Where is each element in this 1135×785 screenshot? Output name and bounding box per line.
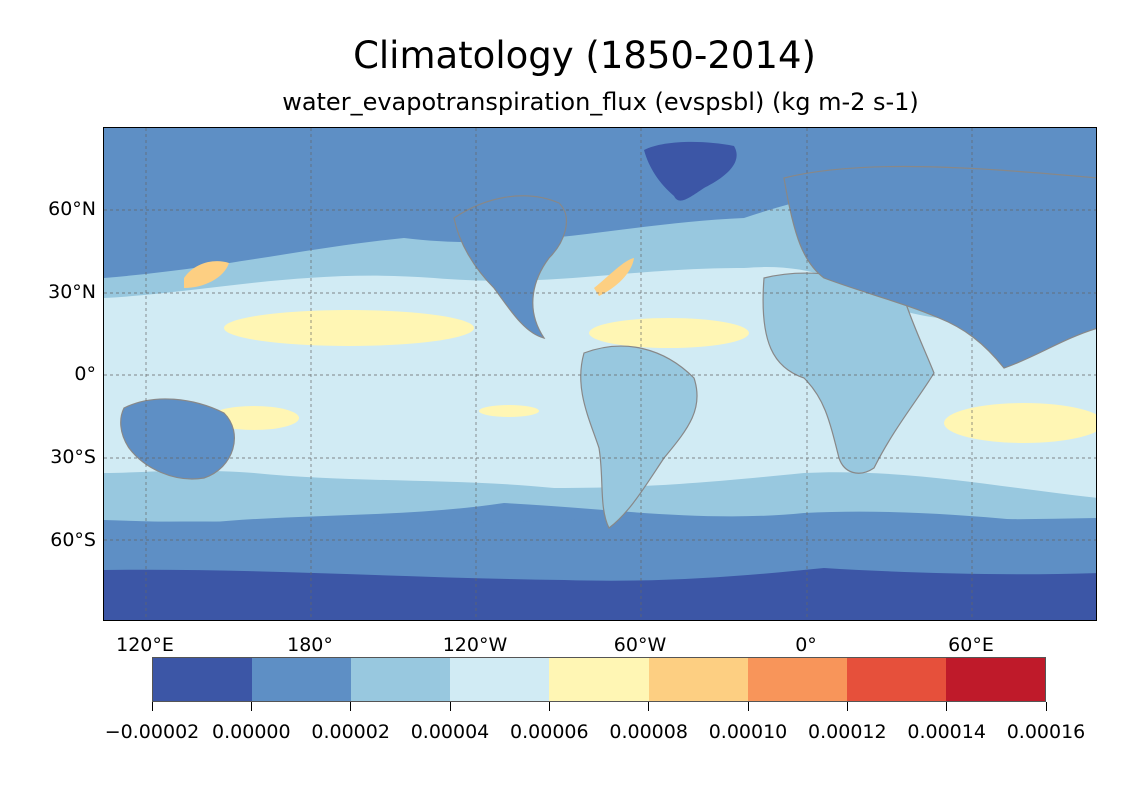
indian-ocean-patch [944,403,1096,443]
colorbar-tick-label-4: 0.00006 [510,721,589,743]
colorbar-tick-label-3: 0.00004 [410,721,490,743]
south-pacific-east-patch [479,405,539,417]
colorbar-bin-3 [450,658,550,701]
colorbar-tick-1 [250,702,252,711]
australia-landmass [120,398,235,480]
colorbar-bin-8 [945,658,1045,701]
colorbar-tick-4 [548,702,550,711]
colorbar-tick-label-9: 0.00016 [1006,721,1086,743]
lon-label-180: 180° [287,634,333,656]
north-america-landmass [453,195,568,339]
eurasia-landmass [783,165,1096,369]
colorbar-tick-2 [350,702,352,711]
colorbar-bin-0 [153,658,253,701]
north-atlantic-tropic-patch [589,318,749,348]
colorbar-tick-label-8: 0.00014 [907,721,986,743]
colorbar-bin-4 [549,658,649,701]
lon-label-120e: 120°E [116,634,174,656]
lon-label-60e: 60°E [948,634,994,656]
antarctica-region [104,568,1096,620]
colorbar-tick-3 [449,702,451,711]
colorbar-tick-label-7: 0.00012 [808,721,887,743]
greenland-region [644,141,737,201]
lat-label-30n: 30°N [48,281,96,303]
map-panel [103,127,1097,621]
colorbar-tick-label-2: 0.00002 [311,721,390,743]
colorbar-tick-5 [648,702,650,711]
map-canvas [104,128,1096,620]
lat-label-30s: 30°S [50,446,96,468]
colorbar-tick-9 [1045,702,1047,711]
colorbar [152,657,1046,702]
continents [120,165,1096,529]
map-title: Climatology (1850-2014) [353,34,816,77]
map-gridlines [104,128,1096,620]
colorbar-bin-2 [351,658,451,701]
colorbar-tick-0 [151,702,153,711]
lat-label-0: 0° [74,363,96,385]
colorbar-tick-label-0: −0.00002 [104,721,200,743]
map-subtitle: water_evapotranspiration_flux (evspsbl) … [282,88,919,116]
colorbar-bin-6 [747,658,847,701]
lat-label-60s: 60°S [50,529,96,551]
colorbar-tick-6 [747,702,749,711]
gulf-stream-patch [594,258,634,296]
north-pacific-patch [224,310,474,346]
lon-label-0: 0° [795,634,817,656]
colorbar-tick-8 [946,702,948,711]
lon-label-60w: 60°W [613,634,667,656]
lat-label-60n: 60°N [48,198,96,220]
colorbar-bin-1 [252,658,352,701]
colorbar-tick-7 [846,702,848,711]
lon-label-120w: 120°W [442,634,508,656]
colorbar-bin-7 [846,658,946,701]
colorbar-bin-5 [648,658,748,701]
colorbar-tick-label-6: 0.00010 [708,721,788,743]
kuroshio-patch [184,261,229,288]
south-america-landmass [580,345,698,529]
colorbar-tick-label-5: 0.00008 [609,721,688,743]
colorbar-tick-label-1: 0.00000 [212,721,291,743]
